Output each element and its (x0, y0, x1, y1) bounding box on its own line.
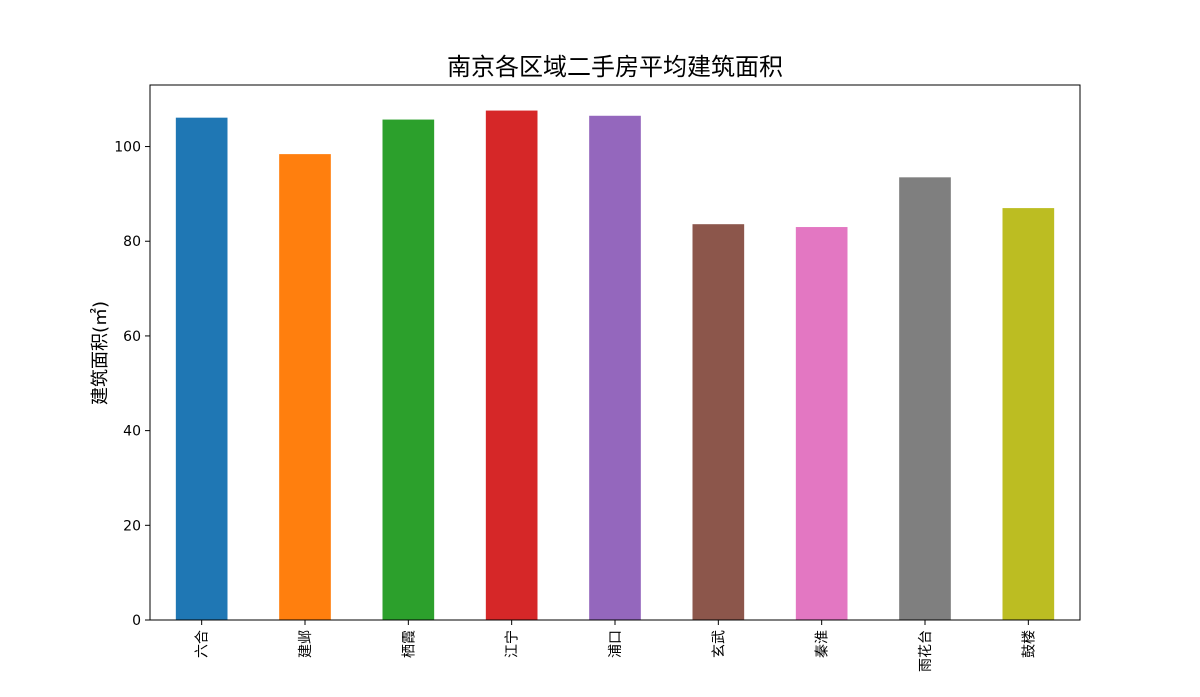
bar-雨花台 (899, 177, 951, 621)
x-tick-label: 浦口 (608, 630, 624, 658)
bars-group (175, 110, 1055, 621)
x-tick-label: 鼓楼 (1021, 630, 1037, 658)
x-tick-label: 江宁 (504, 630, 521, 658)
y-tick-label: 40 (123, 424, 141, 440)
y-axis-ticks: 0 20 40 60 80 100 (114, 140, 150, 629)
y-tick-label: 100 (114, 140, 141, 156)
x-tick-label: 玄武 (710, 630, 727, 658)
x-tick-label: 秦淮 (815, 630, 831, 658)
y-axis-label: 建筑面积(㎡) (89, 301, 111, 405)
bar-浦口 (589, 115, 641, 620)
x-axis-ticks: 六合 建邺 栖霞 江宁 浦口 玄武 秦淮 雨花台 鼓楼 (195, 620, 1037, 672)
y-tick-label: 80 (123, 234, 141, 250)
chart-title: 南京各区域二手房平均建筑面积 (447, 53, 783, 81)
bar-江宁 (485, 110, 538, 620)
bar-玄武 (692, 224, 745, 620)
bar-六合 (175, 117, 228, 620)
bar-栖霞 (382, 119, 435, 620)
y-tick-label: 20 (123, 518, 141, 534)
plot-frame (149, 84, 1081, 621)
bar-秦淮 (795, 227, 848, 620)
x-tick-label: 栖霞 (401, 630, 417, 658)
x-tick-label: 建邺 (298, 630, 314, 658)
y-tick-label: 60 (123, 329, 141, 345)
y-tick-label: 0 (132, 613, 141, 629)
x-tick-label: 雨花台 (918, 630, 934, 672)
bar-建邺 (279, 154, 331, 620)
bar-鼓楼 (1002, 208, 1055, 620)
x-tick-label: 六合 (195, 630, 211, 658)
